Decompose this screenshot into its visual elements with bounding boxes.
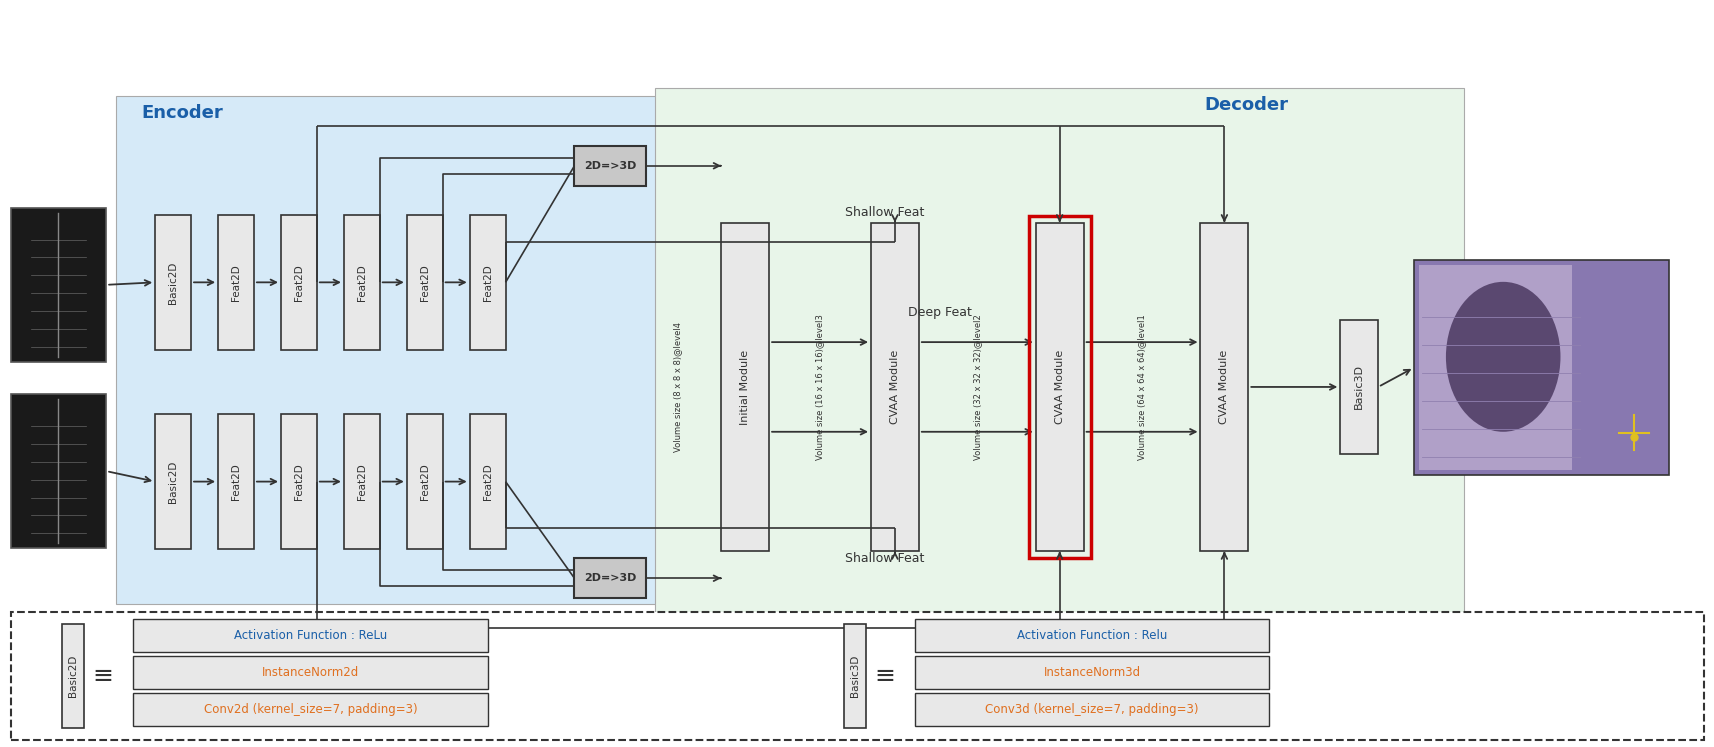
Text: Basic3D: Basic3D [1354, 365, 1363, 409]
FancyBboxPatch shape [154, 215, 190, 350]
FancyBboxPatch shape [134, 692, 487, 725]
Text: Feat2D: Feat2D [482, 264, 492, 301]
Text: Feat2D: Feat2D [482, 463, 492, 500]
FancyBboxPatch shape [470, 415, 506, 549]
FancyBboxPatch shape [1200, 223, 1248, 551]
FancyBboxPatch shape [281, 215, 317, 350]
Text: Volume size (32 x 32 x 32)@level2: Volume size (32 x 32 x 32)@level2 [972, 314, 980, 460]
FancyBboxPatch shape [12, 612, 1702, 740]
Text: Volume size (8 x 8 x 8)@level4: Volume size (8 x 8 x 8)@level4 [674, 322, 682, 452]
FancyBboxPatch shape [914, 692, 1268, 725]
FancyBboxPatch shape [134, 656, 487, 689]
Text: Basic2D: Basic2D [168, 261, 178, 303]
FancyBboxPatch shape [655, 88, 1464, 646]
Text: CVAA Module: CVAA Module [1219, 350, 1229, 424]
Text: Shallow Feat: Shallow Feat [845, 552, 924, 565]
Text: Initial Module: Initial Module [740, 350, 749, 424]
Text: Basic3D: Basic3D [850, 654, 859, 697]
FancyBboxPatch shape [62, 624, 84, 728]
Ellipse shape [1445, 282, 1560, 432]
Text: InstanceNorm2d: InstanceNorm2d [262, 666, 358, 679]
Text: InstanceNorm3d: InstanceNorm3d [1042, 666, 1140, 679]
Text: Conv3d (kernel_size=7, padding=3): Conv3d (kernel_size=7, padding=3) [986, 703, 1198, 716]
Text: Shallow Feat: Shallow Feat [845, 206, 924, 219]
Text: 2D=>3D: 2D=>3D [584, 573, 636, 583]
Text: Feat2D: Feat2D [420, 463, 430, 500]
Text: Activation Function : Relu: Activation Function : Relu [1016, 629, 1167, 642]
Text: Volume size (64 x 64 x 64)@level1: Volume size (64 x 64 x 64)@level1 [1136, 314, 1147, 460]
FancyBboxPatch shape [722, 223, 768, 551]
FancyBboxPatch shape [12, 208, 106, 362]
FancyBboxPatch shape [574, 146, 646, 186]
FancyBboxPatch shape [843, 624, 866, 728]
FancyBboxPatch shape [281, 415, 317, 549]
Text: 2D=>3D: 2D=>3D [584, 161, 636, 171]
FancyBboxPatch shape [470, 215, 506, 350]
FancyBboxPatch shape [1417, 265, 1572, 470]
Text: Volume size (16 x 16 x 16)@level3: Volume size (16 x 16 x 16)@level3 [816, 314, 824, 460]
Text: Feat2D: Feat2D [231, 463, 242, 500]
FancyBboxPatch shape [1414, 261, 1668, 474]
FancyBboxPatch shape [343, 215, 379, 350]
Text: Feat2D: Feat2D [357, 264, 367, 301]
Text: Feat2D: Feat2D [420, 264, 430, 301]
Text: Conv2d (kernel_size=7, padding=3): Conv2d (kernel_size=7, padding=3) [204, 703, 417, 716]
Text: Basic2D: Basic2D [69, 654, 79, 697]
FancyBboxPatch shape [406, 415, 442, 549]
FancyBboxPatch shape [406, 215, 442, 350]
Text: Feat2D: Feat2D [293, 463, 303, 500]
FancyBboxPatch shape [218, 215, 254, 350]
Text: Activation Function : ReLu: Activation Function : ReLu [233, 629, 387, 642]
Text: Feat2D: Feat2D [293, 264, 303, 301]
FancyBboxPatch shape [343, 415, 379, 549]
Text: Basic2D: Basic2D [168, 460, 178, 503]
FancyBboxPatch shape [154, 415, 190, 549]
FancyBboxPatch shape [1035, 223, 1083, 551]
FancyBboxPatch shape [12, 394, 106, 548]
Text: Decoder: Decoder [1203, 96, 1287, 114]
FancyBboxPatch shape [871, 223, 919, 551]
FancyBboxPatch shape [574, 558, 646, 598]
Text: ≡: ≡ [874, 664, 895, 688]
Text: CVAA Module: CVAA Module [1054, 350, 1064, 424]
Text: Encoder: Encoder [141, 104, 223, 122]
Text: Feat2D: Feat2D [357, 463, 367, 500]
Text: Feat2D: Feat2D [231, 264, 242, 301]
Text: CVAA Module: CVAA Module [890, 350, 900, 424]
FancyBboxPatch shape [134, 619, 487, 652]
FancyBboxPatch shape [1339, 320, 1378, 454]
FancyBboxPatch shape [218, 415, 254, 549]
Text: Deep Feat: Deep Feat [907, 306, 972, 319]
Text: ≡: ≡ [93, 664, 113, 688]
FancyBboxPatch shape [117, 96, 704, 604]
FancyBboxPatch shape [914, 656, 1268, 689]
FancyBboxPatch shape [914, 619, 1268, 652]
